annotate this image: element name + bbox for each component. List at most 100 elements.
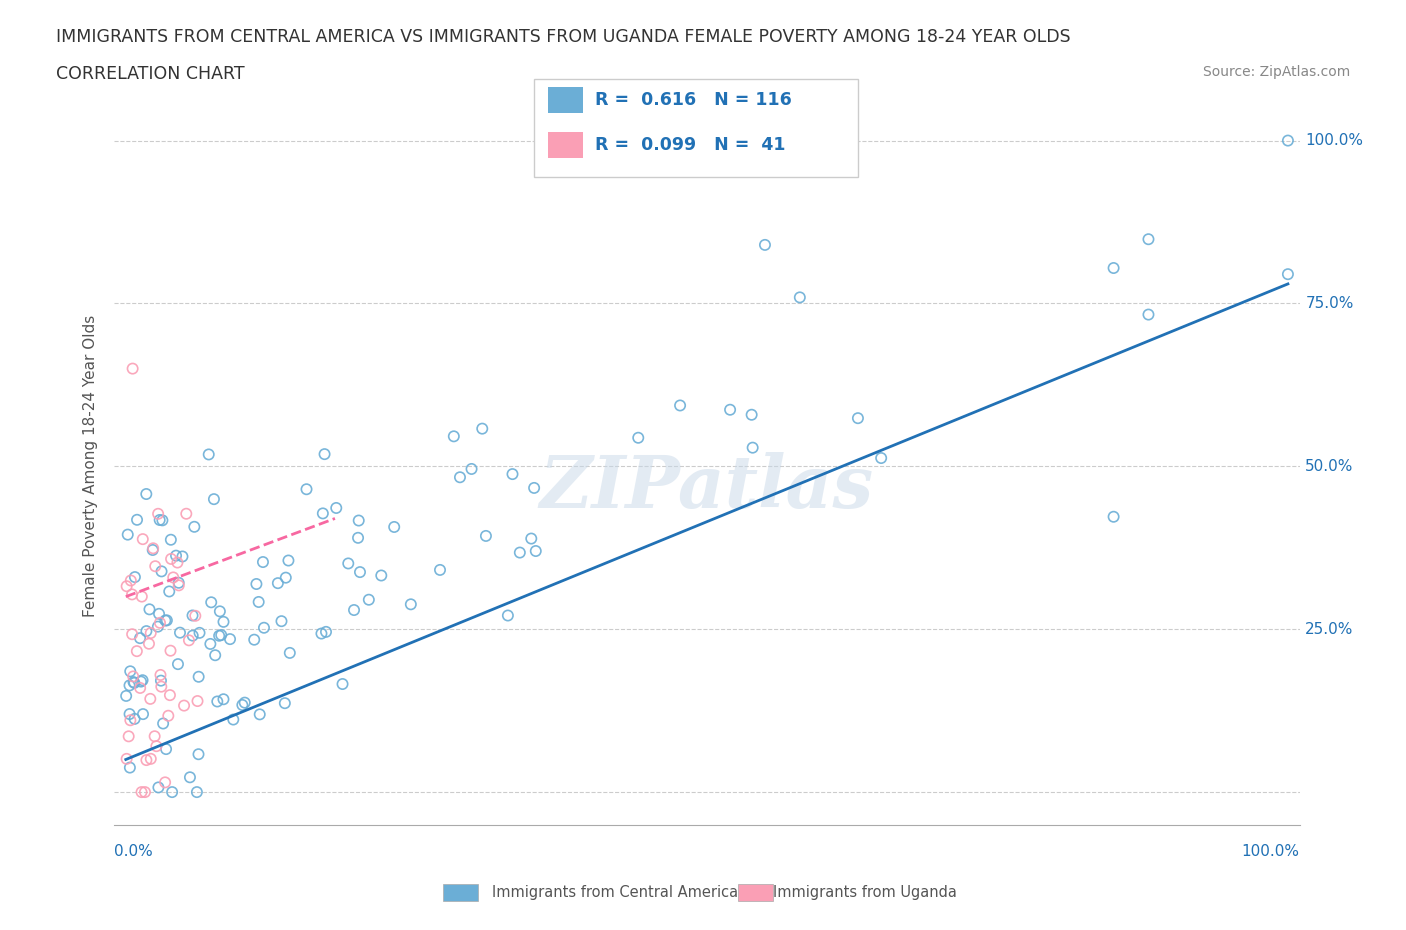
Point [139, 691, 162, 706]
Point [166, 555, 188, 570]
Point [149, 512, 172, 527]
Point [145, 738, 167, 753]
Point [382, 520, 405, 535]
Point [347, 513, 370, 528]
Point [159, 644, 181, 658]
Text: 100.0%: 100.0% [1305, 133, 1364, 148]
Text: 0.0%: 0.0% [114, 844, 153, 859]
Point [181, 628, 204, 643]
Point [121, 587, 143, 602]
Point [139, 626, 162, 641]
Point [125, 644, 148, 658]
Point [349, 565, 371, 579]
Point [449, 470, 471, 485]
Point [325, 500, 347, 515]
Point [132, 532, 155, 547]
Point [197, 447, 219, 462]
Point [475, 528, 498, 543]
Point [207, 694, 229, 709]
Point [124, 675, 146, 690]
Point [343, 603, 366, 618]
Point [315, 624, 337, 639]
Point [124, 570, 146, 585]
Text: CORRELATION CHART: CORRELATION CHART [56, 65, 245, 83]
Point [186, 694, 208, 709]
Point [233, 696, 256, 711]
Point [131, 785, 153, 800]
Point [1137, 232, 1160, 246]
Text: R =  0.616   N = 116: R = 0.616 N = 116 [595, 91, 792, 110]
Point [337, 556, 360, 571]
Point [1137, 307, 1160, 322]
Point [231, 698, 253, 712]
Point [188, 625, 211, 640]
Point [155, 613, 177, 628]
Point [152, 716, 174, 731]
Point [122, 669, 145, 684]
Point [357, 592, 380, 607]
Point [118, 760, 141, 775]
Point [177, 633, 200, 648]
Point [117, 527, 139, 542]
Point [502, 467, 524, 482]
Point [1277, 267, 1299, 282]
Text: IMMIGRANTS FROM CENTRAL AMERICA VS IMMIGRANTS FROM UGANDA FEMALE POVERTY AMONG 1: IMMIGRANTS FROM CENTRAL AMERICA VS IMMIG… [56, 28, 1071, 46]
Point [129, 674, 152, 689]
Text: Female Poverty Among 18-24 Year Olds: Female Poverty Among 18-24 Year Olds [83, 315, 98, 618]
Point [118, 729, 141, 744]
Point [162, 570, 184, 585]
Point [181, 608, 204, 623]
Point [187, 747, 209, 762]
Point [155, 741, 177, 756]
Text: 50.0%: 50.0% [1305, 458, 1354, 474]
Point [212, 692, 235, 707]
Point [160, 785, 183, 800]
Point [509, 545, 531, 560]
Point [167, 576, 190, 591]
Point [370, 568, 392, 583]
Point [520, 531, 543, 546]
Point [142, 541, 165, 556]
Point [148, 780, 170, 795]
Point [172, 549, 194, 564]
Point [160, 551, 183, 566]
Point [149, 673, 172, 688]
Point [270, 614, 292, 629]
Point [179, 770, 201, 785]
Point [1277, 133, 1299, 148]
Point [150, 679, 173, 694]
Point [149, 616, 172, 631]
Point [122, 674, 145, 689]
Point [173, 698, 195, 713]
Point [159, 687, 181, 702]
Point [156, 613, 179, 628]
Point [129, 681, 152, 696]
Point [209, 628, 232, 643]
Point [135, 752, 157, 767]
Point [524, 543, 547, 558]
Point [200, 636, 222, 651]
Point [243, 632, 266, 647]
Point [204, 648, 226, 663]
Point [212, 615, 235, 630]
Point [169, 625, 191, 640]
Point [135, 624, 157, 639]
Point [115, 688, 138, 703]
Point [184, 608, 207, 623]
Point [429, 563, 451, 578]
Point [150, 564, 173, 578]
Point [131, 672, 153, 687]
Point [274, 570, 297, 585]
Text: R =  0.099   N =  41: R = 0.099 N = 41 [595, 136, 785, 154]
Point [149, 668, 172, 683]
Point [347, 530, 370, 545]
Point [669, 398, 692, 413]
Text: Immigrants from Central America: Immigrants from Central America [492, 885, 738, 900]
Point [129, 631, 152, 645]
Point [121, 627, 143, 642]
Point [142, 542, 165, 557]
Point [247, 594, 270, 609]
Point [152, 513, 174, 528]
Point [496, 608, 519, 623]
Point [245, 577, 267, 591]
